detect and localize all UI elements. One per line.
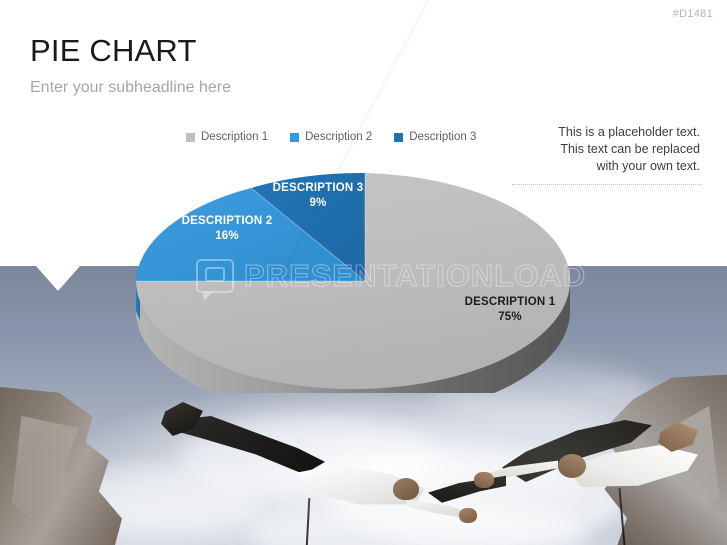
climber-right-hand <box>474 472 494 488</box>
climber-right-head <box>558 454 586 478</box>
pie-label-value: 16% <box>215 230 239 242</box>
legend-swatch-icon <box>186 132 195 142</box>
document-id: #D1481 <box>672 8 713 20</box>
pie-slice-description-2[interactable] <box>136 188 365 281</box>
climber-left-hand <box>459 508 477 523</box>
pie-label-value: 9% <box>309 197 327 209</box>
legend-swatch-icon <box>290 132 300 142</box>
legend-swatch-icon <box>394 132 404 142</box>
triangle-notch <box>36 266 80 291</box>
legend-item-description-2[interactable]: Description 2 <box>290 131 372 143</box>
climber-right-sleeve <box>428 475 506 503</box>
placeholder-line-1: This is a placeholder text. <box>558 125 700 139</box>
legend-label: Description 2 <box>305 131 373 143</box>
placeholder-line-3: with your own text. <box>596 159 700 173</box>
legend-item-description-3[interactable]: Description 3 <box>394 131 476 143</box>
pie-chart[interactable] <box>124 168 582 393</box>
pie-label-description-3: DESCRIPTION 3 9% <box>258 181 378 211</box>
slice-divider <box>250 187 366 282</box>
climber-left <box>161 402 477 536</box>
chart-legend: Description 1 Description 2 Description … <box>186 131 476 143</box>
climber-left-head <box>393 478 419 500</box>
page-subtitle: Enter your subheadline here <box>30 79 232 96</box>
pie-chart-svg <box>136 172 570 393</box>
pie-label-name: DESCRIPTION 3 <box>272 182 364 194</box>
leader-line <box>512 184 702 185</box>
pie-label-description-1: DESCRIPTION 1 75% <box>430 295 590 325</box>
legend-item-description-1[interactable]: Description 1 <box>186 131 268 143</box>
pie-label-name: DESCRIPTION 1 <box>464 296 556 308</box>
placeholder-line-2: This text can be replaced <box>560 142 700 156</box>
pie-slice-description-3[interactable] <box>251 172 365 281</box>
pie-slice-description-1[interactable] <box>136 173 570 389</box>
background-photo <box>0 266 727 545</box>
pie-label-description-2: DESCRIPTION 2 16% <box>152 214 302 244</box>
page-title: PIE CHART <box>30 33 197 68</box>
pie-label-name: DESCRIPTION 2 <box>181 215 273 227</box>
pie-label-value: 75% <box>498 311 522 323</box>
legend-label: Description 3 <box>409 131 477 143</box>
placeholder-text-block[interactable]: This is a placeholder text. This text ca… <box>500 124 700 175</box>
climber-left-legs <box>175 416 325 475</box>
climber-right <box>390 406 698 536</box>
legend-label: Description 1 <box>201 131 269 143</box>
